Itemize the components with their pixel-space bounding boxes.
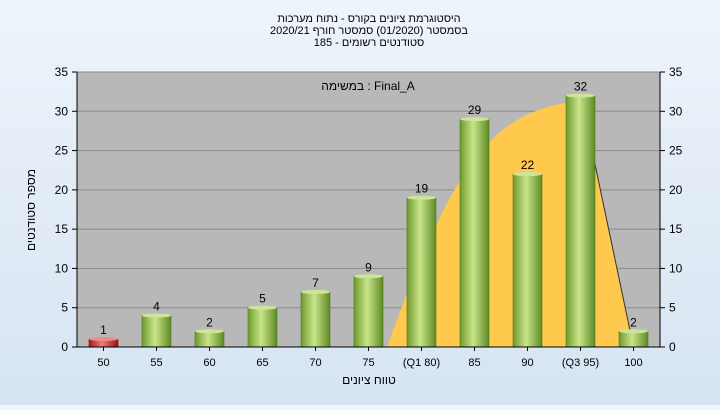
bar-value-label: 19 — [415, 182, 429, 196]
bar-top — [89, 337, 118, 342]
bar-value-label: 32 — [574, 80, 588, 94]
x-tick-label: 70 — [309, 357, 321, 369]
bar-value-label: 7 — [312, 276, 319, 290]
y-tick-label-left: 0 — [61, 340, 68, 354]
bar-top — [619, 329, 648, 334]
chart-title: היסטוגרמת ציונים בקורס - נתוח מערכותבסמס… — [270, 13, 468, 49]
bar — [618, 330, 649, 348]
x-tick-label: 50 — [97, 357, 109, 369]
y-axis-right: 0 5 10 15 20 25 30 35 — [659, 65, 683, 354]
bar-value-label: 2 — [630, 315, 637, 329]
chart-title-line: סטודנטים רשומים - 185 — [314, 37, 425, 49]
bar — [194, 330, 225, 348]
y-tick-label-left: 35 — [55, 65, 69, 79]
bar-top — [142, 313, 171, 318]
bar-value-label: 29 — [468, 103, 482, 117]
bar-top — [354, 274, 383, 279]
chart-title-line: בסמסטר (01/2020) סמסטר חורף 2020/21 — [270, 25, 468, 37]
y-axis-left: 0 5 10 15 20 25 30 35 — [55, 65, 78, 354]
y-tick-label-left: 20 — [55, 183, 69, 197]
x-tick-label: 60 — [203, 357, 215, 369]
x-tick-label: 90 — [521, 357, 533, 369]
bar — [141, 315, 172, 348]
chart-title-line: היסטוגרמת ציונים בקורס - נתוח מערכות — [277, 13, 460, 25]
x-tick-label: 75 — [362, 357, 374, 369]
bar-value-label: 4 — [153, 300, 160, 314]
y-tick-label-left: 10 — [55, 261, 69, 275]
y-tick-label-left: 25 — [55, 144, 69, 158]
y-tick-label-right: 35 — [669, 65, 683, 79]
bar-value-label: 9 — [365, 260, 372, 274]
bar-top — [248, 305, 277, 310]
x-tick-label: 55 — [150, 357, 162, 369]
bar-value-label: 1 — [100, 323, 107, 337]
x-axis-label: טווח ציונים — [342, 373, 396, 387]
bar — [353, 275, 384, 348]
x-tick-label: (Q1 80) — [403, 357, 440, 369]
bar-top — [195, 329, 224, 334]
y-tick-label-left: 30 — [55, 104, 69, 118]
y-tick-label-right: 10 — [669, 261, 683, 275]
y-tick-label-left: 5 — [61, 301, 68, 315]
x-tick-label: 100 — [624, 357, 642, 369]
bars — [88, 93, 649, 348]
bar-value-label: 22 — [521, 158, 535, 172]
bar-top — [566, 93, 595, 98]
y-tick-label-right: 20 — [669, 183, 683, 197]
bar — [565, 95, 596, 348]
x-axis: 50 55 60 65 70 75 (Q1 80) 85 90 (Q3 95) 100 — [77, 346, 660, 369]
bar-top — [513, 172, 542, 177]
bar — [406, 197, 437, 348]
bar-top — [407, 195, 436, 200]
bar-top — [460, 117, 489, 122]
data-labels: 1 4 2 5 7 9 19 29 22 32 2 — [100, 80, 637, 338]
bar — [300, 291, 331, 348]
y-tick-label-right: 25 — [669, 144, 683, 158]
bar — [459, 118, 490, 348]
x-tick-label: 65 — [256, 357, 268, 369]
task-annotation: במשימה : Final_A — [321, 79, 415, 93]
y-axis-label: מספר סטודנטים — [24, 169, 38, 251]
y-tick-label-right: 0 — [669, 340, 676, 354]
bar-value-label: 2 — [206, 315, 213, 329]
y-tick-label-right: 5 — [669, 301, 676, 315]
bar — [512, 173, 543, 348]
bar-value-label: 5 — [259, 292, 266, 306]
bar-top — [301, 290, 330, 294]
x-tick-label: (Q3 95) — [562, 357, 599, 369]
y-tick-label-right: 15 — [669, 222, 683, 236]
y-tick-label-left: 15 — [55, 222, 69, 236]
y-tick-label-right: 30 — [669, 104, 683, 118]
x-tick-label: 85 — [468, 357, 480, 369]
bar — [247, 307, 278, 348]
